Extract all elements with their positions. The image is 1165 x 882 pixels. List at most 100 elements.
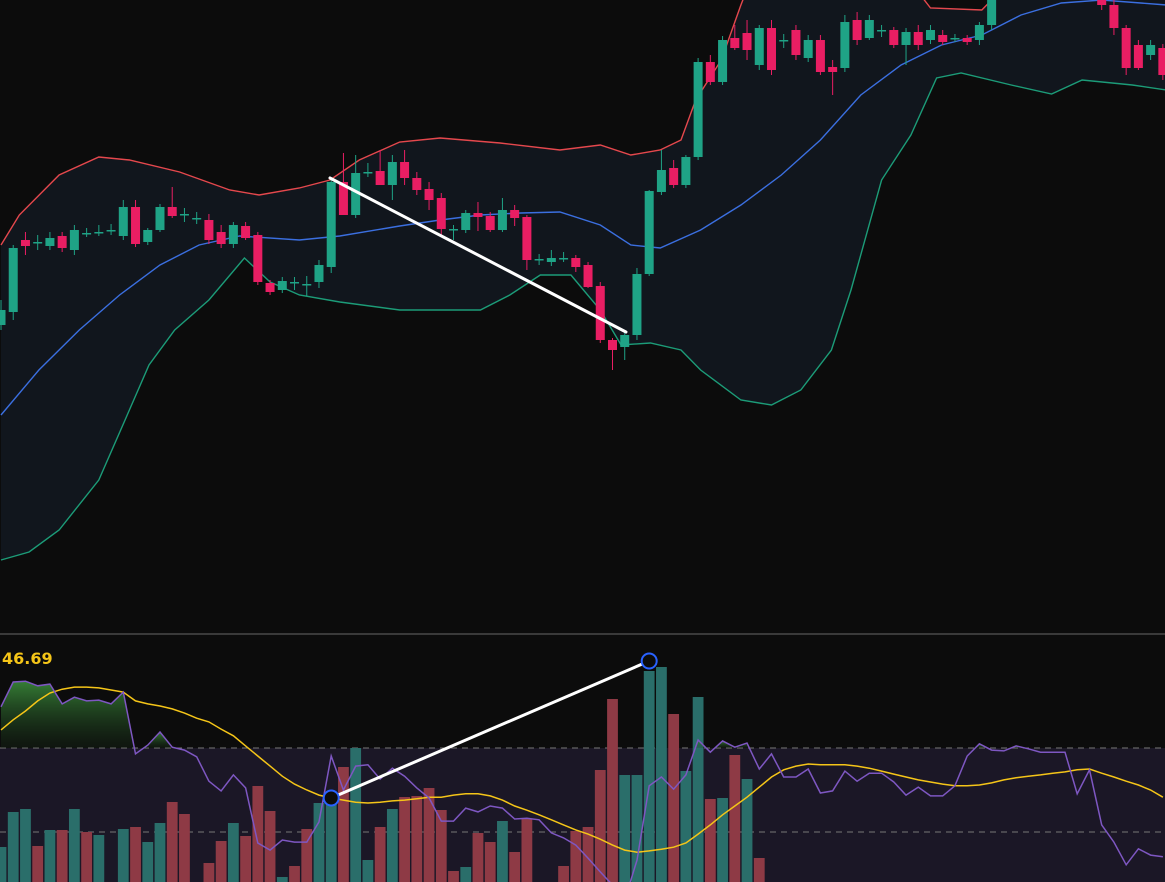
candle-body bbox=[608, 340, 617, 350]
oscillator-value-label: 46.69 bbox=[2, 649, 53, 668]
volume-bar bbox=[142, 842, 154, 882]
candle bbox=[766, 20, 776, 75]
volume-bar bbox=[753, 858, 765, 882]
volume-bar bbox=[179, 814, 190, 882]
candle-body bbox=[326, 182, 336, 267]
volume-bar bbox=[680, 771, 692, 882]
volume-bar bbox=[399, 797, 410, 882]
candle-body bbox=[522, 217, 532, 260]
candle bbox=[1146, 40, 1156, 60]
candle bbox=[253, 232, 263, 285]
candle bbox=[363, 163, 373, 177]
candle bbox=[877, 25, 887, 37]
oscillator-overbought-fill bbox=[714, 740, 750, 748]
candle-body bbox=[632, 274, 642, 335]
candle-body bbox=[338, 182, 348, 215]
candle-body bbox=[925, 30, 935, 40]
trendline bbox=[328, 176, 628, 334]
volume-bar bbox=[497, 821, 508, 882]
volume-bar bbox=[692, 697, 704, 882]
candle-body bbox=[718, 40, 728, 82]
volume-bar bbox=[643, 671, 655, 882]
candle bbox=[815, 35, 825, 75]
candle bbox=[351, 155, 361, 218]
volume-bar bbox=[717, 798, 728, 882]
candle bbox=[925, 25, 935, 44]
candle-body bbox=[57, 236, 67, 248]
volume-bar bbox=[472, 833, 484, 882]
candle bbox=[595, 282, 605, 343]
candle-body bbox=[779, 40, 789, 42]
divergence-line bbox=[330, 659, 650, 800]
candle bbox=[559, 252, 569, 262]
candle bbox=[534, 254, 544, 265]
candle bbox=[131, 200, 141, 247]
candle-body bbox=[20, 240, 30, 246]
price-panel[interactable] bbox=[0, 0, 1165, 561]
candle bbox=[179, 208, 189, 222]
candle-body bbox=[620, 335, 630, 347]
candle bbox=[803, 35, 813, 62]
divergence-marker-2 bbox=[640, 652, 658, 670]
candle-body bbox=[473, 213, 483, 217]
volume-bar bbox=[264, 811, 276, 882]
volume-bar bbox=[215, 841, 227, 882]
candle-body bbox=[571, 258, 581, 267]
candle-body bbox=[94, 232, 104, 234]
candle bbox=[583, 262, 593, 288]
candle-body bbox=[485, 216, 495, 230]
candle bbox=[632, 268, 642, 340]
candle bbox=[779, 34, 789, 48]
volume-bar bbox=[325, 797, 337, 882]
candle bbox=[571, 255, 581, 272]
candle-body bbox=[143, 230, 153, 242]
candle-body bbox=[656, 170, 666, 192]
candle bbox=[730, 25, 740, 50]
candle-body bbox=[118, 207, 128, 236]
candle-body bbox=[351, 173, 361, 215]
oscillator-overbought-fill bbox=[143, 732, 176, 748]
candle-body bbox=[791, 30, 801, 55]
candle-body bbox=[1121, 28, 1131, 68]
candle bbox=[656, 150, 666, 195]
candle bbox=[693, 58, 703, 160]
candle bbox=[461, 210, 471, 233]
candle bbox=[82, 228, 92, 237]
candle bbox=[962, 35, 972, 45]
candle-body bbox=[974, 25, 984, 40]
candle bbox=[644, 190, 654, 276]
volume-bar bbox=[252, 786, 264, 882]
candle-body bbox=[167, 207, 177, 216]
candle bbox=[473, 202, 483, 231]
candle bbox=[718, 36, 728, 85]
candle-body bbox=[45, 238, 55, 246]
bollinger-upper-line bbox=[0, 0, 993, 246]
candle bbox=[901, 28, 911, 65]
volume-bar bbox=[154, 823, 166, 882]
oscillator-panel[interactable] bbox=[0, 652, 1165, 882]
candle-body bbox=[889, 30, 899, 45]
volume-bar bbox=[68, 809, 80, 882]
candle-body bbox=[265, 283, 275, 292]
candle-body bbox=[228, 225, 238, 244]
candle bbox=[754, 25, 764, 70]
candle-body bbox=[950, 38, 960, 40]
candle bbox=[852, 12, 862, 45]
candle bbox=[913, 25, 923, 50]
candle bbox=[277, 277, 287, 293]
candle bbox=[155, 204, 165, 232]
volume-bar bbox=[93, 835, 105, 882]
candle bbox=[118, 200, 128, 240]
candle-body bbox=[302, 284, 312, 286]
volume-bar bbox=[435, 810, 447, 882]
candle-body bbox=[1097, 0, 1107, 5]
candle-body bbox=[828, 67, 838, 72]
candle bbox=[681, 155, 691, 188]
volume-bar bbox=[374, 827, 386, 882]
candle-body bbox=[742, 33, 752, 50]
candle-body bbox=[754, 28, 764, 65]
volume-bar bbox=[166, 802, 178, 882]
candle-body bbox=[424, 189, 434, 200]
candle-body bbox=[387, 162, 397, 185]
